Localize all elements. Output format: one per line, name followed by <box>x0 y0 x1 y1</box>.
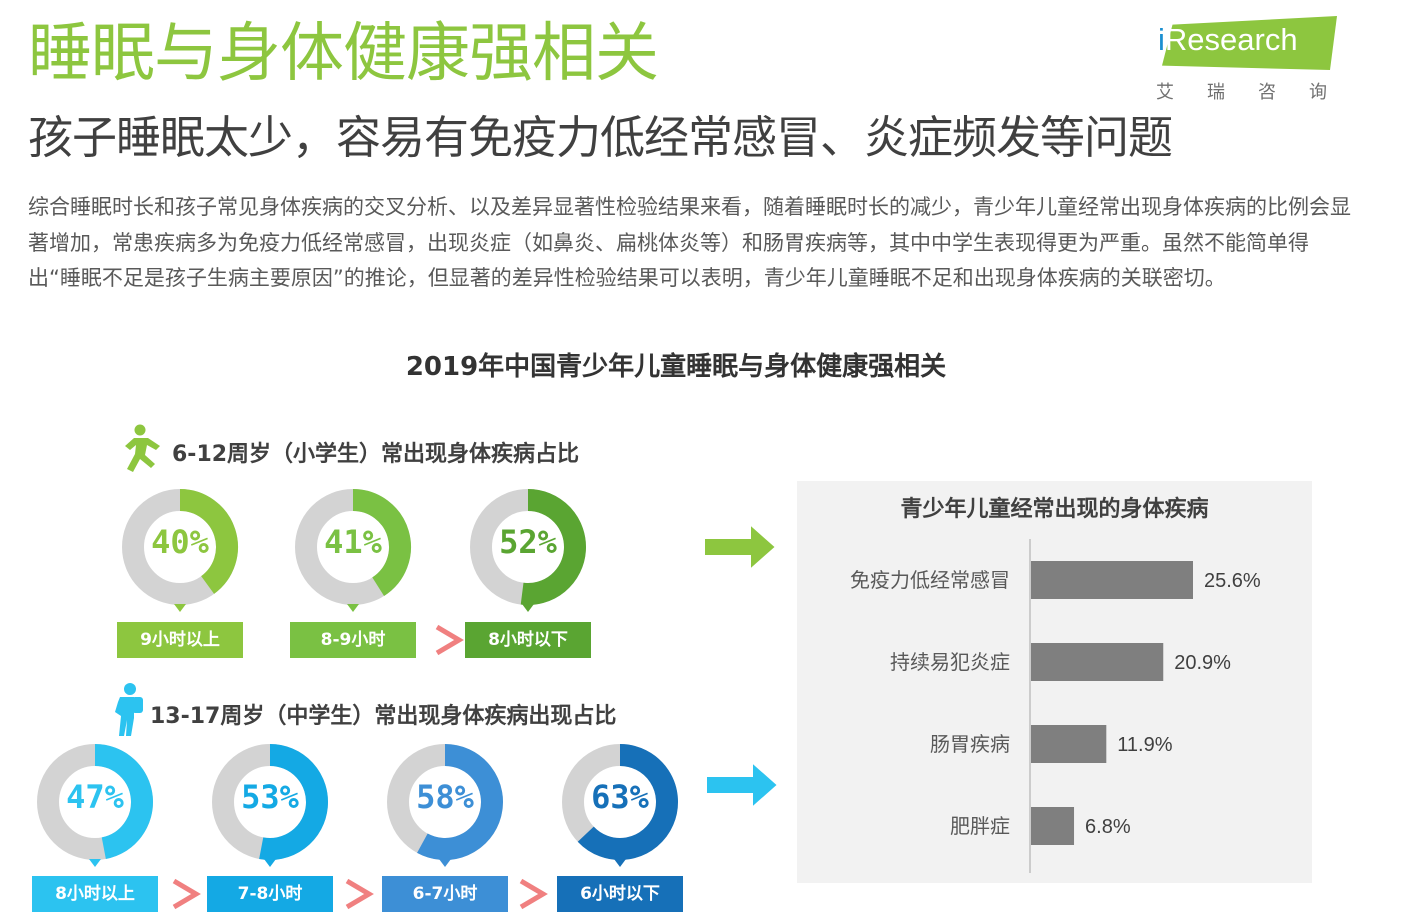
donut-ring <box>212 744 328 867</box>
student-backpack-icon <box>115 683 143 736</box>
donut-percent-label: 63% <box>591 778 649 816</box>
donut-pointer <box>264 859 276 867</box>
donut-track <box>122 489 238 605</box>
logo-tag-shape <box>1162 16 1337 70</box>
bar-chart-svg: 免疫力低经常感冒 25.6% 持续易犯炎症 20.9% 肠胃疾病 11.9% 肥胖症 6.8% <box>850 539 1261 873</box>
donut-pointer <box>174 604 186 612</box>
donut-ring <box>37 744 153 867</box>
donut-arc <box>520 489 586 605</box>
donut-category-label: 8-9小时 <box>290 622 416 658</box>
bar-category-label: 持续易犯炎症 <box>890 650 1010 674</box>
separator-chevron <box>519 878 548 910</box>
donut-track <box>562 744 678 860</box>
iresearch-logo: iResearch 艾瑞咨询 <box>1150 14 1340 104</box>
bar-category-label: 肥胖症 <box>950 814 1010 838</box>
logo-wordmark: iResearch <box>1158 22 1298 58</box>
donut-pointer <box>522 604 534 612</box>
donut-arc <box>94 744 153 859</box>
middle-school-heading: 13-17周岁（中学生）常出现身体疾病出现占比 <box>150 704 617 729</box>
page-title: 睡眠与身体健康强相关 <box>28 17 659 91</box>
bar-category-label: 肠胃疾病 <box>930 732 1010 756</box>
donut-track <box>212 744 328 860</box>
bar-value-label: 6.8% <box>1085 816 1131 838</box>
separator-chevron <box>345 878 374 910</box>
donut-ring <box>562 744 678 867</box>
donut-percent-label: 52% <box>499 523 557 561</box>
donut-track <box>470 489 586 605</box>
donut-percent-label: 53% <box>241 778 299 816</box>
disease-bar-chart-panel: 青少年儿童经常出现的身体疾病 免疫力低经常感冒 25.6% 持续易犯炎症 20.9% 肠… <box>797 481 1312 883</box>
page-subtitle: 孩子睡眠太少，容易有免疫力低经常感冒、炎症频发等问题 <box>28 111 1173 164</box>
donut-percent-label: 47% <box>66 778 124 816</box>
green-arrow-icon <box>703 521 778 573</box>
logo-research: Research <box>1164 22 1298 57</box>
bar <box>1031 725 1107 763</box>
logo-subtitle: 艾瑞咨询 <box>1156 82 1360 103</box>
bar <box>1031 561 1193 599</box>
donut-track <box>37 744 153 860</box>
donut-arc <box>417 744 503 860</box>
greater-than-separator-icon <box>435 624 464 656</box>
bar <box>1031 807 1075 845</box>
greater-than-separator-icon <box>519 878 548 910</box>
donut-percent-label: 58% <box>416 778 474 816</box>
donut-arc <box>352 489 411 596</box>
blue-arrow-icon <box>705 759 780 811</box>
primary-school-heading: 6-12周岁（小学生）常出现身体疾病占比 <box>172 442 580 467</box>
donut-category-label: 8小时以下 <box>465 622 591 658</box>
donut-arc <box>259 744 328 860</box>
bar-value-label: 11.9% <box>1117 734 1172 756</box>
donut-pointer <box>614 859 626 867</box>
greater-than-separator-icon <box>172 878 201 910</box>
donut-pointer <box>439 859 451 867</box>
bar-value-label: 20.9% <box>1174 652 1231 674</box>
donut-pointer <box>89 859 101 867</box>
donut-category-label: 6-7小时 <box>382 876 508 912</box>
donut-ring <box>387 744 503 867</box>
bar-category-label: 免疫力低经常感冒 <box>850 568 1010 592</box>
bar-value-label: 25.6% <box>1204 570 1261 592</box>
logo-i: i <box>1158 22 1165 57</box>
donut-ring <box>295 489 411 612</box>
greater-than-separator-icon <box>345 878 374 910</box>
chart-title: 2019年中国青少年儿童睡眠与身体健康强相关 <box>405 352 947 382</box>
summary-paragraph: 综合睡眠时长和孩子常见身体疾病的交叉分析、以及差异显著性检验结果来看，随着睡眠时… <box>28 195 1351 290</box>
separator-chevron <box>435 624 464 656</box>
donut-arc <box>179 489 238 594</box>
separator-chevron <box>172 878 201 910</box>
donut-category-label: 6小时以下 <box>557 876 683 912</box>
donut-pointer <box>347 604 359 612</box>
running-child-icon <box>125 424 160 472</box>
donut-ring <box>122 489 238 612</box>
bar <box>1031 643 1164 681</box>
donut-ring <box>470 489 586 612</box>
donut-track <box>295 489 411 605</box>
donut-category-label: 8小时以上 <box>32 876 158 912</box>
donut-track <box>387 744 503 860</box>
donut-arc <box>577 744 678 860</box>
donut-percent-label: 41% <box>324 523 382 561</box>
donut-category-label: 7-8小时 <box>207 876 333 912</box>
donut-category-label: 9小时以上 <box>117 622 243 658</box>
bar-chart-title: 青少年儿童经常出现的身体疾病 <box>900 497 1209 522</box>
donut-percent-label: 40% <box>151 523 209 561</box>
